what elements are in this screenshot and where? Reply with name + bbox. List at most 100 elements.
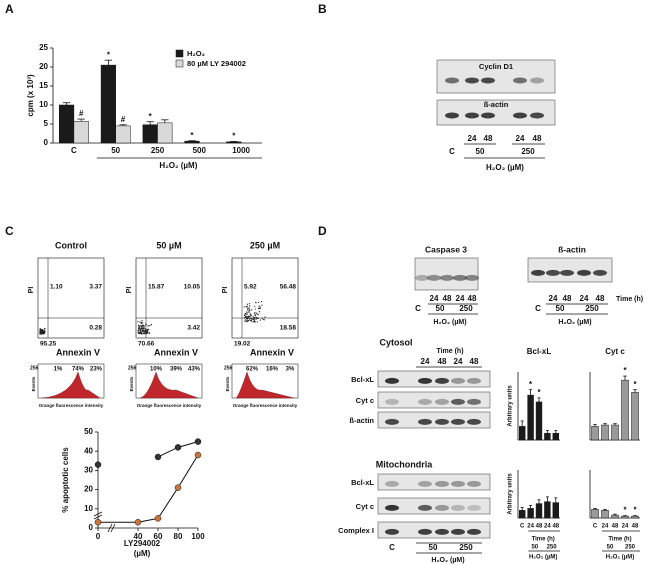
flow-dot	[247, 320, 250, 322]
blot-band	[445, 112, 459, 119]
flow-dot	[255, 318, 257, 320]
lane-label: 48	[468, 294, 477, 303]
panel-label: A	[5, 2, 14, 16]
lane-label: 24	[468, 134, 477, 143]
x-axis-label: H₂O₂ (µM)	[433, 319, 466, 326]
x-tick-label: 50	[111, 146, 120, 155]
flow-dot	[247, 318, 249, 320]
blot-band	[467, 504, 481, 511]
quadrant-value: 15.87	[148, 284, 165, 291]
x-tick-label: 24	[602, 524, 609, 530]
flow-dot	[262, 318, 264, 321]
x-tick-label: C	[71, 146, 77, 155]
blot	[377, 473, 491, 491]
bar	[59, 104, 75, 144]
section-title: Cytosol	[379, 337, 412, 347]
y-tick-label: 10	[84, 504, 93, 513]
blot-band	[530, 112, 544, 119]
lane-label: 24	[580, 294, 589, 303]
y-tick-label: 0	[89, 523, 94, 532]
quadrant-value: 10.05	[184, 284, 201, 291]
blot-band	[513, 112, 527, 119]
flow-dot	[144, 333, 146, 335]
flow-dot	[142, 329, 145, 331]
chart-title: Bcl-xL	[527, 347, 552, 356]
blot-band	[385, 398, 399, 405]
significance-marker: *	[232, 132, 236, 141]
flow-dot	[249, 309, 251, 311]
lane-label: 48	[470, 357, 479, 366]
blot	[377, 370, 491, 388]
panel-label: D	[318, 224, 327, 238]
flow-dot	[264, 316, 266, 318]
y-axis-label: PI	[28, 287, 35, 294]
point	[194, 451, 202, 459]
bar	[544, 501, 551, 519]
hist-x-label: Orange fluorescence intensity	[233, 403, 298, 408]
point	[154, 515, 162, 522]
flow-dot	[40, 328, 42, 330]
x-tick-label: 1000	[232, 146, 250, 155]
blot-band	[481, 112, 495, 119]
bar	[544, 432, 551, 441]
flow-dot	[246, 309, 249, 311]
flow-dot	[143, 327, 145, 329]
blot-label: ß-actin	[484, 100, 509, 109]
flow-dot	[260, 301, 263, 303]
flow-dot	[244, 313, 246, 315]
flow-dot	[254, 308, 256, 310]
lane-label: 24	[454, 357, 463, 366]
flow-dot	[249, 305, 251, 307]
flow-dot	[139, 325, 141, 327]
flow-dot	[246, 319, 248, 321]
x-axis-label: H₂O₂ (µM)	[159, 161, 197, 170]
blot-band	[465, 77, 479, 84]
row-label: ß-actin	[349, 416, 374, 425]
flow-plot	[37, 257, 105, 339]
plot-title: Control	[55, 240, 87, 250]
blot-band	[467, 377, 481, 384]
x-tick-label: 500	[193, 146, 207, 155]
flow-dot	[41, 331, 43, 333]
bar	[73, 121, 89, 144]
blot-band	[418, 528, 432, 535]
flow-dot	[39, 330, 41, 332]
y-axis-label: % apoptotic cells	[61, 447, 70, 513]
flow-dot	[255, 316, 257, 318]
y-tick-label: 40	[84, 446, 93, 455]
bar	[100, 64, 116, 144]
group-label: 50	[429, 543, 438, 552]
blot-band	[451, 480, 465, 487]
lane-label: 24	[456, 294, 465, 303]
blot-band	[440, 274, 454, 281]
blot-band	[451, 418, 465, 425]
flow-dot	[137, 324, 140, 327]
histogram-area	[235, 371, 295, 399]
bar	[519, 426, 526, 441]
significance-marker: *	[537, 388, 541, 397]
point	[134, 518, 142, 526]
blot-band	[467, 398, 481, 405]
flow-dot	[257, 313, 259, 315]
flow-dot	[246, 318, 248, 320]
flow-dot	[140, 333, 142, 335]
flow-dot	[137, 330, 139, 332]
flow-dot	[261, 304, 263, 306]
flow-dot	[245, 306, 247, 308]
flow-dot	[248, 307, 250, 309]
flow-dot	[42, 328, 44, 331]
quadrant-value: 18.58	[280, 325, 297, 332]
flow-dot	[44, 330, 46, 332]
x-tick-label: 250	[151, 146, 165, 155]
flow-dot	[246, 307, 249, 309]
blot-band	[385, 504, 399, 511]
flow-dot	[140, 329, 142, 331]
hist-y-label: Events	[31, 376, 36, 391]
flow-dot	[250, 319, 252, 322]
bar	[535, 503, 543, 519]
flow-dot	[255, 312, 258, 314]
point	[174, 484, 182, 491]
legend-label: H₂O₂	[187, 49, 205, 58]
hist-y-label: Events	[129, 376, 134, 391]
